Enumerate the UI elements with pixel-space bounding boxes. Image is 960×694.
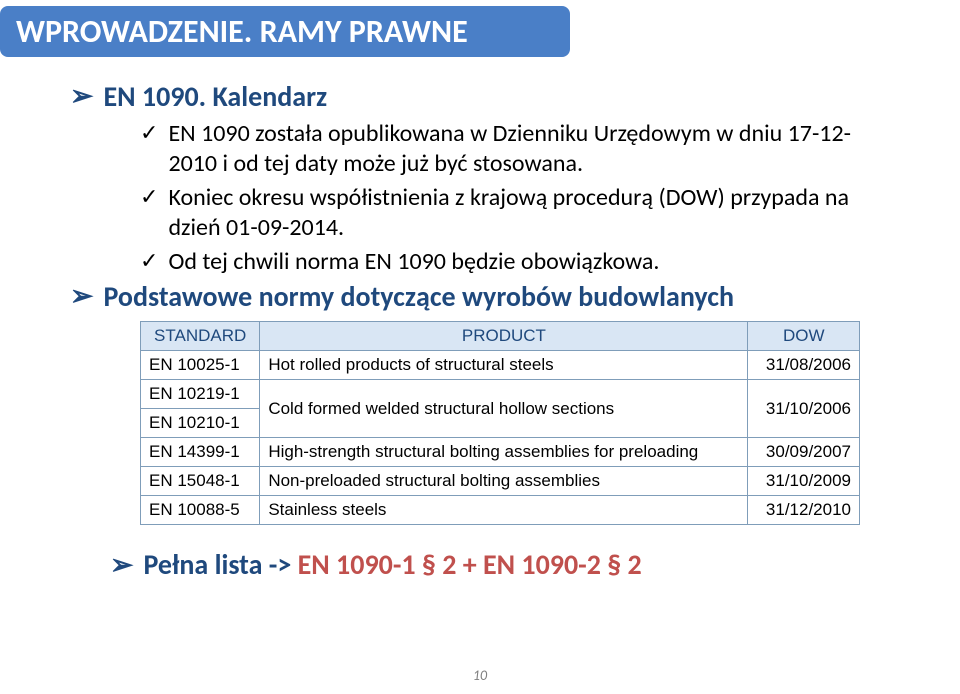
list-item: ✓ Od tej chwili norma EN 1090 będzie obo…	[140, 247, 890, 277]
footer-text: Pełna lista -> EN 1090-1 § 2 + EN 1090-2…	[143, 547, 641, 582]
col-dow: DOW	[748, 322, 860, 351]
cell-dow: 31/12/2010	[748, 496, 860, 525]
table-row: EN 14399-1 High-strength structural bolt…	[141, 438, 860, 467]
slide-header: WPROWADZENIE. RAMY PRAWNE	[0, 6, 570, 57]
arrow-icon: ➢	[70, 281, 93, 312]
cell-standard: EN 10088-5	[141, 496, 260, 525]
table-row: EN 10088-5 Stainless steels 31/12/2010	[141, 496, 860, 525]
slide-body: ➢ EN 1090. Kalendarz ✓ EN 1090 została o…	[0, 57, 960, 582]
cell-product: Hot rolled products of structural steels	[260, 351, 748, 380]
bullet-text: EN 1090 została opublikowana w Dzienniku…	[168, 119, 890, 179]
cell-standard: EN 15048-1	[141, 467, 260, 496]
table-row: EN 10025-1 Hot rolled products of struct…	[141, 351, 860, 380]
footer-line: ➢ Pełna lista -> EN 1090-1 § 2 + EN 1090…	[110, 547, 920, 582]
section-heading-1: ➢ EN 1090. Kalendarz	[70, 81, 920, 113]
bullet-text: Od tej chwili norma EN 1090 będzie obowi…	[168, 247, 659, 277]
cell-standard: EN 10219-1	[141, 380, 260, 409]
cell-standard: EN 14399-1	[141, 438, 260, 467]
check-icon: ✓	[140, 183, 158, 211]
check-icon: ✓	[140, 247, 158, 275]
section-2-title: Podstawowe normy dotyczące wyrobów budow…	[103, 281, 734, 313]
cell-dow: 31/08/2006	[748, 351, 860, 380]
cell-standard: EN 10210-1	[141, 409, 260, 438]
cell-dow: 30/09/2007	[748, 438, 860, 467]
arrow-icon: ➢	[110, 547, 133, 582]
cell-product: High-strength structural bolting assembl…	[260, 438, 748, 467]
table-row: EN 10219-1 Cold formed welded structural…	[141, 380, 860, 409]
section-heading-2: ➢ Podstawowe normy dotyczące wyrobów bud…	[70, 281, 920, 313]
table-row: EN 15048-1 Non-preloaded structural bolt…	[141, 467, 860, 496]
col-standard: STANDARD	[141, 322, 260, 351]
cell-product: Non-preloaded structural bolting assembl…	[260, 467, 748, 496]
cell-standard: EN 10025-1	[141, 351, 260, 380]
list-item: ✓ EN 1090 została opublikowana w Dzienni…	[140, 119, 890, 179]
cell-product: Cold formed welded structural hollow sec…	[260, 380, 748, 438]
standards-table: STANDARD PRODUCT DOW EN 10025-1 Hot roll…	[140, 321, 860, 525]
cell-dow: 31/10/2009	[748, 467, 860, 496]
check-icon: ✓	[140, 119, 158, 147]
slide-title: WPROWADZENIE. RAMY PRAWNE	[16, 12, 554, 51]
section-1-title: EN 1090. Kalendarz	[103, 81, 327, 113]
footer-label: Pełna lista ->	[143, 547, 297, 582]
cell-dow: 31/10/2006	[748, 380, 860, 438]
standards-table-container: STANDARD PRODUCT DOW EN 10025-1 Hot roll…	[140, 321, 860, 525]
arrow-icon: ➢	[70, 81, 93, 112]
bullet-text: Koniec okresu współistnienia z krajową p…	[168, 183, 890, 243]
footer-reference: EN 1090-1 § 2 + EN 1090-2 § 2	[298, 547, 642, 582]
list-item: ✓ Koniec okresu współistnienia z krajową…	[140, 183, 890, 243]
cell-product: Stainless steels	[260, 496, 748, 525]
col-product: PRODUCT	[260, 322, 748, 351]
page-number: 10	[473, 667, 487, 684]
table-header-row: STANDARD PRODUCT DOW	[141, 322, 860, 351]
